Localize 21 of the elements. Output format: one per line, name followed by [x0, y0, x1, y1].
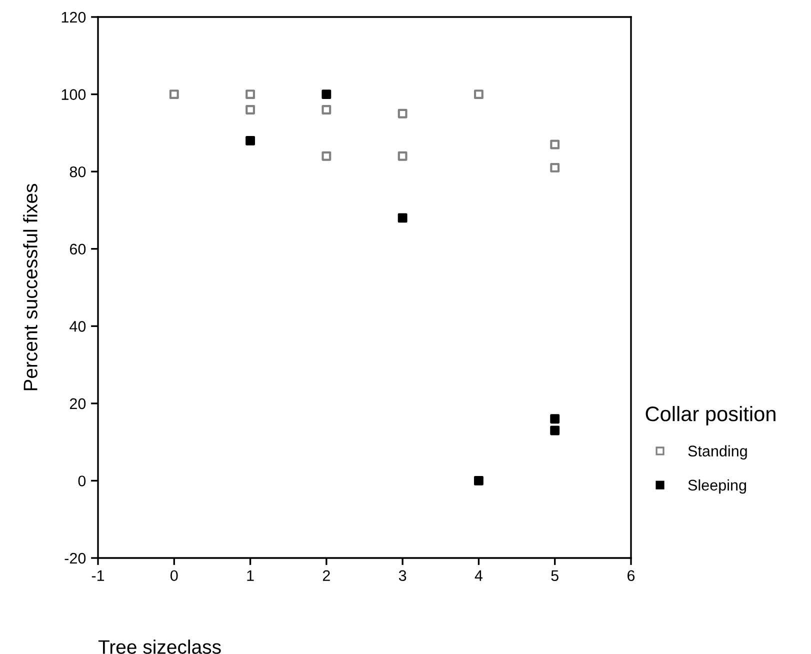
legend-label: Sleeping — [688, 479, 746, 494]
x-axis-title: Tree sizeclass — [98, 640, 221, 654]
legend-label: Standing — [688, 445, 747, 460]
legend-title: Collar position — [646, 406, 776, 426]
y-tick-label: 0 — [78, 476, 86, 486]
x-tick-label: 6 — [628, 570, 635, 582]
x-tick-label: 0 — [170, 570, 178, 582]
x-tick-label: 4 — [474, 570, 483, 581]
x-tick-label: 5 — [551, 570, 558, 582]
x-tick-label: 3 — [398, 570, 406, 582]
y-tick-label: 60 — [70, 244, 86, 255]
y-tick-label: -20 — [64, 552, 86, 564]
x-tick-label: 2 — [322, 570, 330, 581]
x-tick-label: -1 — [92, 570, 104, 581]
x-tick-label: 1 — [247, 570, 254, 581]
y-tick-label: 20 — [70, 398, 86, 410]
y-tick-label: 80 — [70, 166, 86, 178]
y-tick-label: 100 — [62, 89, 86, 100]
y-tick-label: 120 — [62, 12, 86, 23]
y-axis-title: Percent successful fixes — [23, 184, 38, 390]
y-tick-label: 40 — [70, 321, 86, 332]
